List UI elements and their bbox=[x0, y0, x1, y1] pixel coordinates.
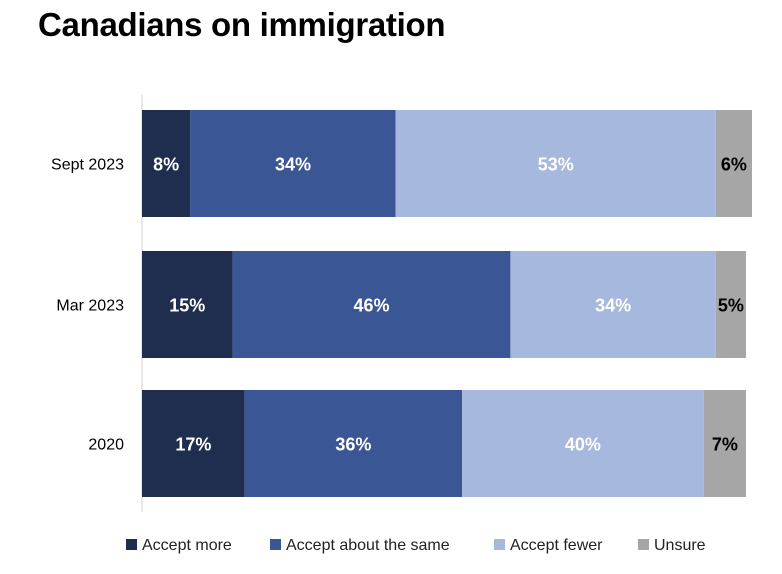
bar-segment bbox=[142, 110, 191, 217]
data-label: 34% bbox=[595, 296, 631, 316]
data-label: 53% bbox=[538, 155, 574, 175]
category-label: Sept 2023 bbox=[51, 157, 124, 174]
legend-label: Accept fewer bbox=[510, 537, 603, 554]
legend: Accept more Accept about the same Accept f… bbox=[126, 537, 706, 554]
legend-swatch bbox=[494, 539, 505, 550]
bar-segment bbox=[462, 390, 704, 497]
legend-label: Accept about the same bbox=[286, 537, 450, 554]
data-label: 6% bbox=[721, 155, 747, 175]
data-label: 15% bbox=[169, 296, 205, 316]
category-label: Mar 2023 bbox=[56, 298, 124, 315]
legend-swatch bbox=[638, 539, 649, 550]
data-label: 8% bbox=[153, 155, 179, 175]
legend-label: Accept more bbox=[142, 537, 232, 554]
data-label: 46% bbox=[353, 296, 389, 316]
data-label: 40% bbox=[565, 435, 601, 455]
data-label: 5% bbox=[718, 296, 744, 316]
bar-segment bbox=[703, 390, 746, 497]
legend-swatch bbox=[270, 539, 281, 550]
bar-segment bbox=[142, 390, 245, 497]
bar-segment bbox=[190, 110, 396, 217]
bars-group: Sept 2023 8% 34% 53% 6% Mar 2023 15% 46% 34% 5% 20… bbox=[51, 110, 752, 497]
bar-segment bbox=[142, 251, 233, 358]
bar-segment bbox=[715, 110, 752, 217]
bar-segment bbox=[244, 390, 463, 497]
chart-title: Canadians on immigration bbox=[38, 6, 446, 43]
data-label: 34% bbox=[275, 155, 311, 175]
legend-swatch bbox=[126, 539, 137, 550]
data-label: 7% bbox=[712, 435, 738, 455]
bar-segment bbox=[510, 251, 716, 358]
data-label: 17% bbox=[175, 435, 211, 455]
bar-segment bbox=[715, 251, 746, 358]
bar-segment bbox=[395, 110, 716, 217]
legend-label: Unsure bbox=[654, 537, 706, 554]
data-label: 36% bbox=[335, 435, 371, 455]
bar-segment bbox=[232, 251, 511, 358]
category-label: 2020 bbox=[88, 437, 124, 454]
